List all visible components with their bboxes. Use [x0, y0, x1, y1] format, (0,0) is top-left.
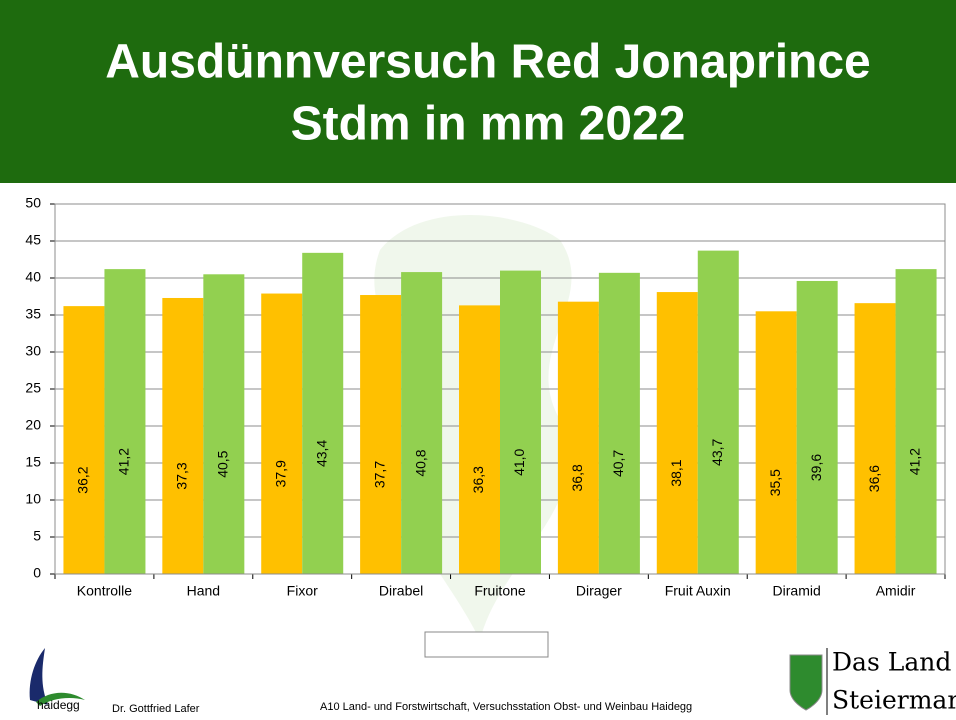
y-tick-label: 25 — [25, 380, 41, 396]
y-tick-label: 30 — [25, 343, 41, 359]
data-label: 39,6 — [808, 454, 824, 481]
logo-right-text: Das Land — [832, 648, 951, 677]
x-tick-label: Fruit Auxin — [665, 583, 731, 599]
x-tick-label: Fruitone — [474, 583, 526, 599]
data-label: 40,8 — [412, 449, 428, 476]
haidegg-logo-leaf — [36, 692, 85, 706]
x-tick-label: Dirager — [576, 583, 622, 599]
y-tick-label: 20 — [25, 417, 41, 433]
y-tick-label: 45 — [25, 232, 41, 248]
x-tick-label: Kontrolle — [77, 583, 132, 599]
data-label: 37,7 — [371, 461, 387, 488]
logo-right-text: Steiermark — [832, 686, 956, 715]
title-line: Stdm in mm 2022 — [291, 98, 686, 151]
bar — [104, 269, 146, 574]
x-tick-label: Fixor — [287, 583, 318, 599]
bar — [755, 311, 797, 574]
bar — [656, 292, 698, 574]
bar — [203, 274, 245, 574]
bar — [261, 293, 303, 574]
y-tick-label: 10 — [25, 491, 41, 507]
institution: A10 Land- und Forstwirtschaft, Versuchss… — [320, 701, 692, 713]
y-tick-label: 40 — [25, 269, 41, 285]
data-label: 36,8 — [569, 464, 585, 491]
data-label: 43,7 — [709, 438, 725, 465]
y-tick-label: 50 — [25, 195, 41, 211]
x-tick-label: Dirabel — [379, 583, 423, 599]
data-label: 37,3 — [174, 462, 190, 489]
data-label: 41,2 — [116, 448, 132, 475]
bar — [360, 295, 402, 574]
legend-box — [424, 631, 549, 658]
plot-border — [54, 203, 946, 575]
x-tick-label: Hand — [187, 583, 220, 599]
bar — [557, 301, 599, 574]
y-tick-label: 35 — [25, 306, 41, 322]
bar — [302, 252, 344, 574]
bar — [796, 280, 838, 574]
data-label: 37,9 — [272, 460, 288, 487]
coat-of-arms — [789, 654, 823, 711]
data-label: 41,2 — [907, 448, 923, 475]
data-label: 36,3 — [470, 466, 486, 493]
x-tick-label: Amidir — [876, 583, 916, 599]
bar — [459, 305, 500, 574]
bar — [697, 250, 739, 574]
data-label: 43,4 — [313, 440, 329, 467]
bar — [162, 297, 204, 574]
data-label: 41,0 — [511, 448, 527, 475]
haidegg-logo — [29, 648, 48, 705]
y-tick-label: 15 — [25, 454, 41, 470]
bar — [63, 306, 105, 574]
data-label: 38,1 — [668, 459, 684, 486]
title-line: Ausdünnversuch Red Jonaprince — [105, 36, 871, 89]
bar — [598, 272, 640, 574]
logo-left-text: haidegg — [37, 698, 80, 712]
data-label: 36,6 — [866, 465, 882, 492]
bar — [895, 269, 937, 574]
bar — [401, 272, 443, 574]
data-label: 35,5 — [767, 469, 783, 496]
author: Dr. Gottfried Lafer — [112, 703, 200, 715]
bar — [854, 303, 896, 574]
data-label: 40,5 — [215, 450, 231, 477]
header-band — [0, 0, 956, 183]
data-label: 36,2 — [75, 466, 91, 493]
data-label: 40,7 — [610, 450, 626, 477]
x-tick-label: Diramid — [773, 583, 821, 599]
bar — [500, 270, 541, 574]
y-tick-label: 0 — [33, 565, 41, 581]
y-tick-label: 5 — [33, 528, 41, 544]
